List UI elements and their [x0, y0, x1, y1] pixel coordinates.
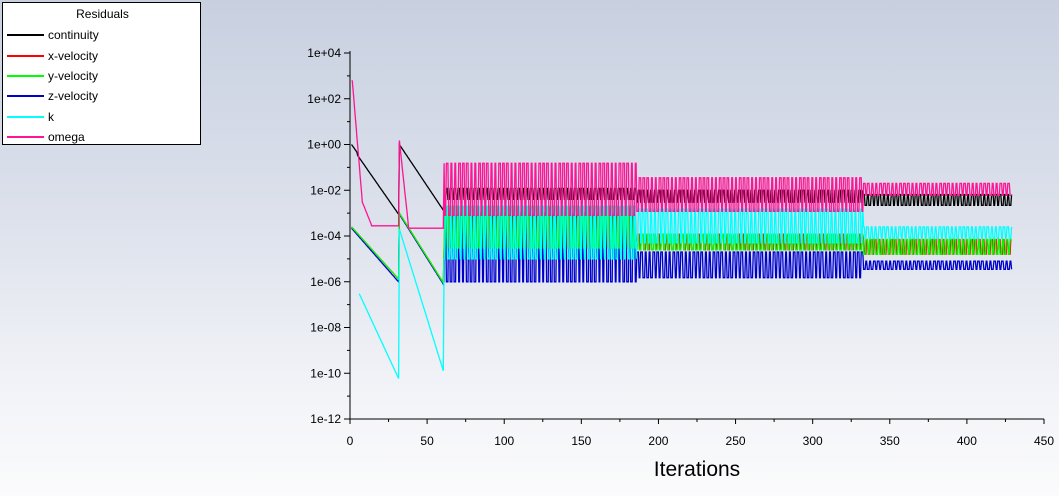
legend-label: continuity [48, 28, 99, 43]
legend-swatch [7, 74, 44, 77]
x-tick-label: 100 [494, 434, 514, 448]
legend-item-y-velocity: y-velocity [7, 66, 99, 86]
legend-swatch [7, 54, 44, 57]
y-tick-label: 1e+00 [307, 138, 341, 152]
legend-label: z-velocity [48, 89, 99, 104]
x-tick-label: 150 [571, 434, 591, 448]
x-axis-title: Iterations [654, 458, 740, 481]
x-tick-label: 200 [648, 434, 668, 448]
x-tick-label: 450 [1034, 434, 1054, 448]
y-tick-label: 1e+04 [307, 46, 341, 60]
legend-swatch [7, 95, 44, 98]
y-tick-label: 1e+02 [307, 92, 341, 106]
legend-item-omega: omega [7, 127, 99, 147]
series-layer [350, 80, 1013, 379]
legend-item-continuity: continuity [7, 25, 99, 45]
y-tick-label: 1e-08 [310, 321, 341, 335]
x-tick-label: 250 [726, 434, 746, 448]
x-tick-label: 300 [803, 434, 823, 448]
legend-label: y-velocity [48, 68, 99, 83]
y-tick-label: 1e-06 [310, 275, 341, 289]
legend-swatch [7, 115, 44, 118]
x-tick-label: 350 [880, 434, 900, 448]
legend-item-x-velocity: x-velocity [7, 45, 99, 65]
legend-title: Residuals [76, 7, 129, 21]
y-tick-label: 1e-12 [310, 412, 341, 426]
legend: Residuals continuity x-velocity y-velocity… [2, 2, 201, 145]
legend-label: omega [48, 130, 85, 145]
legend-item-k: k [7, 107, 99, 127]
axes: 1e+04 1e+02 1e+00 1e-02 1e-04 1e-06 1e-08 1e-10… [307, 46, 1054, 448]
legend-label: k [48, 109, 54, 124]
x-tick-label: 0 [347, 434, 354, 448]
series-line-k [358, 205, 1013, 379]
x-tick-label: 50 [420, 434, 434, 448]
y-tick-label: 1e-04 [310, 229, 341, 243]
legend-item-z-velocity: z-velocity [7, 86, 99, 106]
legend-items: continuity x-velocity y-velocity z-velocity… [7, 25, 99, 147]
legend-swatch [7, 34, 44, 37]
y-tick-label: 1e-10 [310, 366, 341, 380]
series-line-omega [351, 80, 1012, 229]
y-tick-label: 1e-02 [310, 183, 341, 197]
legend-swatch [7, 136, 44, 139]
x-tick-label: 400 [957, 434, 977, 448]
legend-label: x-velocity [48, 48, 99, 63]
